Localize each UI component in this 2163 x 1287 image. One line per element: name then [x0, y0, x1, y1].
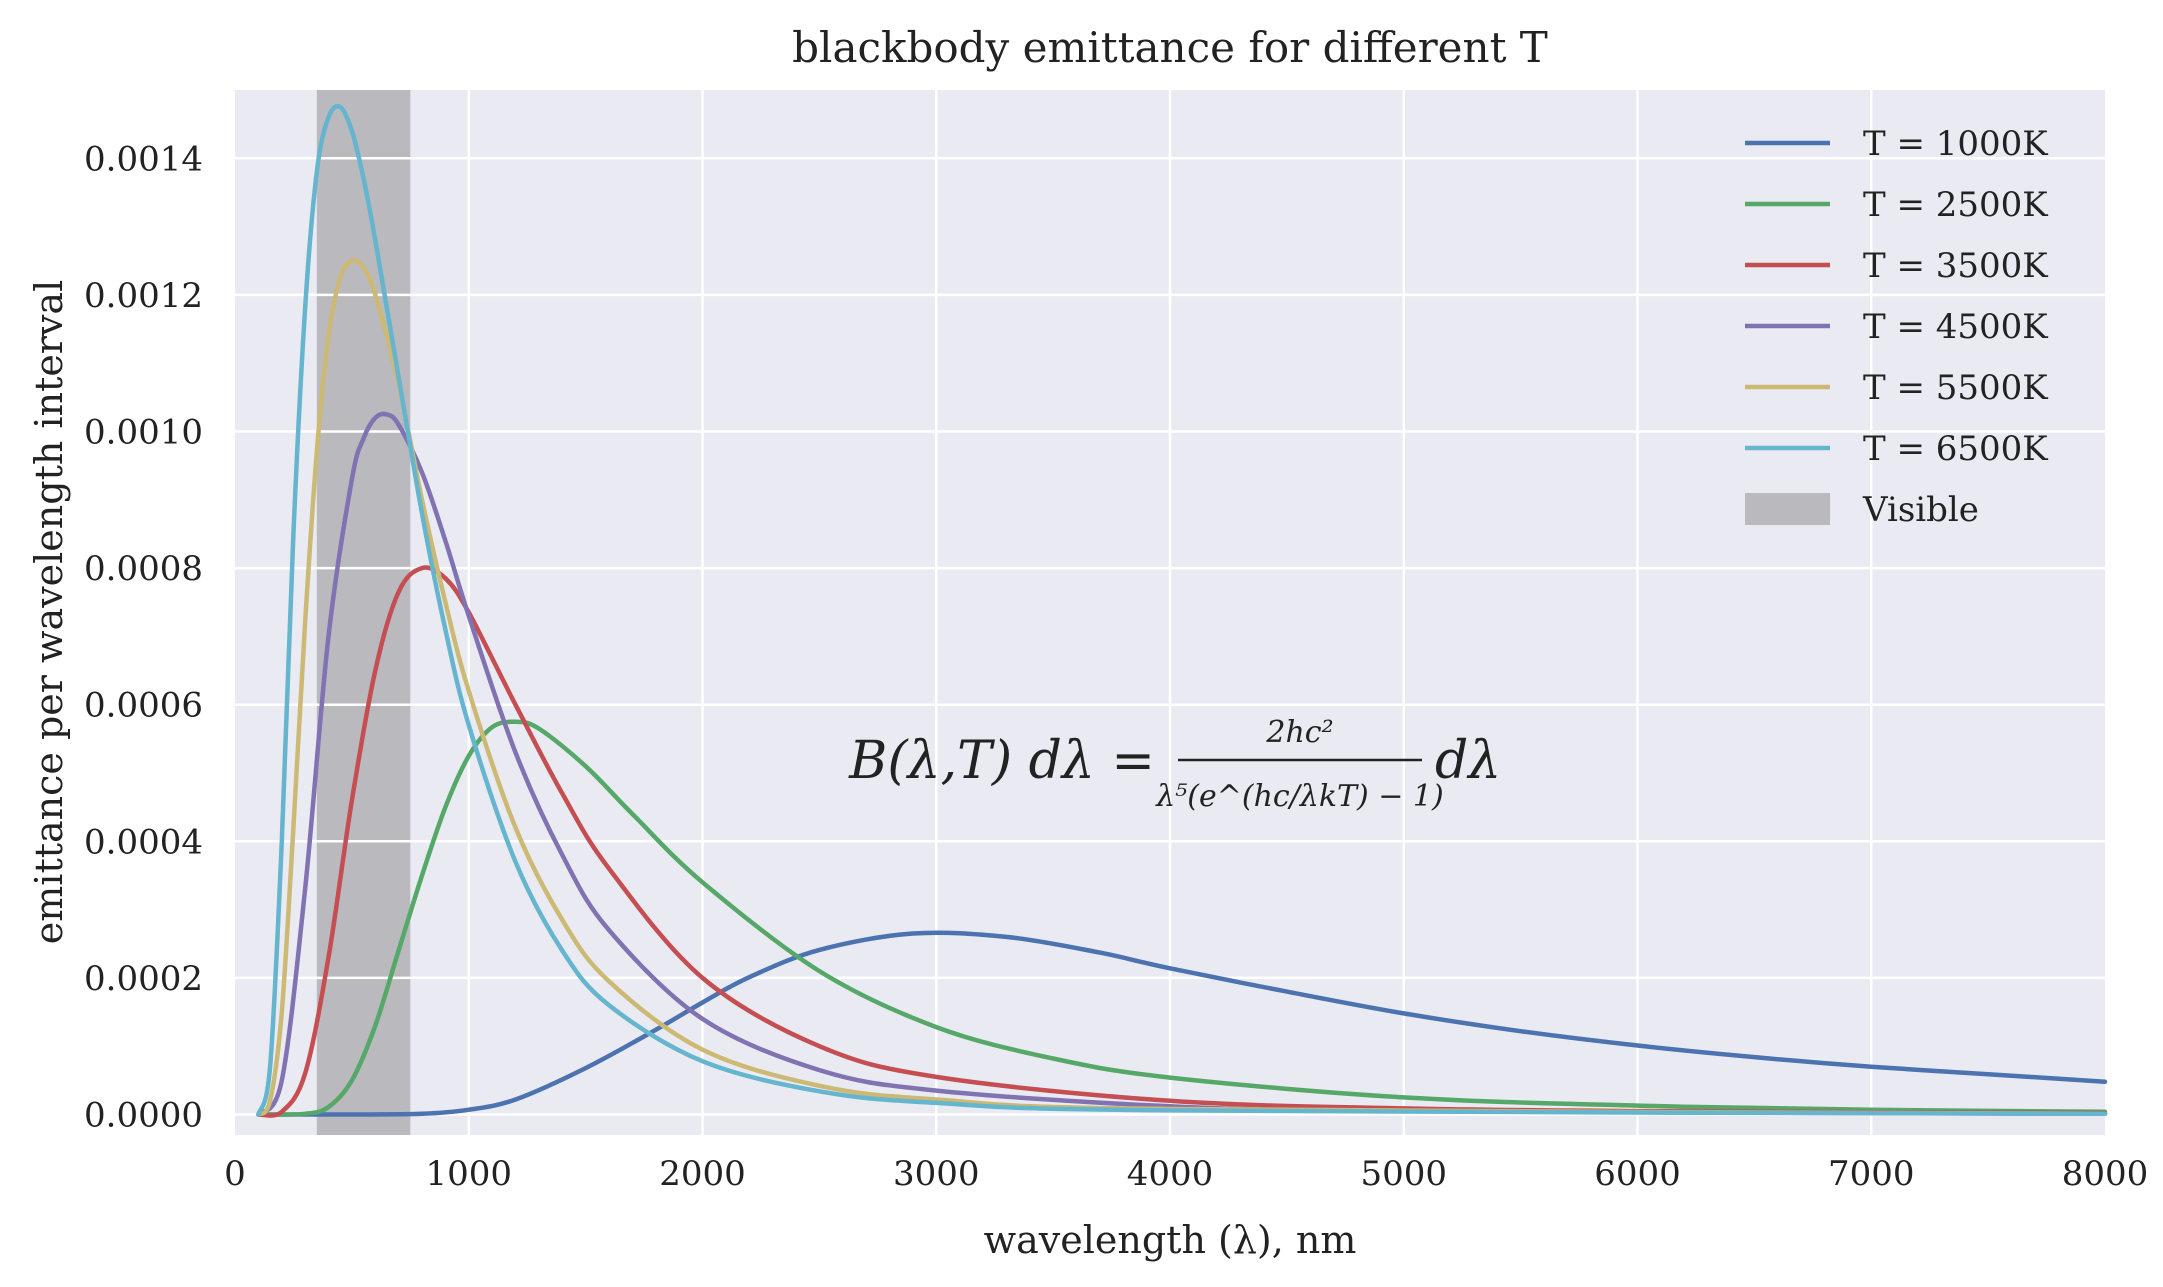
legend-label: T = 5500K [1863, 368, 2048, 408]
y-tick-label: 0.0014 [84, 139, 203, 179]
formula-numerator: 2hc² [1265, 715, 1333, 750]
chart-title: blackbody emittance for different T [792, 23, 1548, 72]
legend-swatch-visible [1745, 493, 1830, 525]
series-line-1 [256, 719, 2108, 1117]
legend-label: T = 3500K [1863, 246, 2048, 286]
x-tick-label: 6000 [1594, 1154, 1681, 1194]
y-axis-label: emittance per wavelength interval [27, 280, 71, 944]
x-tick-label: 1000 [425, 1154, 512, 1194]
y-tick-label: 0.0012 [84, 276, 203, 316]
series-line-5 [256, 103, 2108, 1117]
series-line-0 [256, 930, 2108, 1117]
x-tick-label: 8000 [2062, 1154, 2149, 1194]
y-tick-label: 0.0010 [84, 413, 203, 453]
x-tick-label: 0 [224, 1154, 246, 1194]
x-tick-labels: 0 1000 2000 3000 4000 5000 6000 7000 8000 [224, 1154, 2148, 1194]
y-tick-label: 0.0000 [84, 1096, 203, 1136]
y-tick-label: 0.0008 [84, 549, 203, 589]
y-tick-label: 0.0002 [84, 959, 203, 999]
series-line-4 [256, 258, 2108, 1117]
x-tick-label: 3000 [893, 1154, 980, 1194]
legend-label: T = 2500K [1863, 185, 2048, 225]
legend-label: T = 6500K [1863, 429, 2048, 469]
x-tick-label: 5000 [1360, 1154, 1447, 1194]
series-line-2 [256, 565, 2108, 1118]
legend-label-visible: Visible [1862, 490, 1979, 530]
formula-denominator: λ⁵(e^(hc/λkT) − 1) [1155, 779, 1443, 814]
y-tick-labels: 0.0000 0.0002 0.0004 0.0006 0.0008 0.0010 0.00… [84, 139, 203, 1135]
x-axis-label: wavelength (λ), nm [984, 1218, 1357, 1262]
x-tick-label: 2000 [659, 1154, 746, 1194]
x-tick-label: 7000 [1828, 1154, 1915, 1194]
legend-label: T = 4500K [1863, 307, 2048, 347]
series-lines [256, 103, 2108, 1118]
legend-label: T = 1000K [1863, 124, 2048, 164]
legend: T = 1000K T = 2500K T = 3500K T = 4500K T = … [1745, 124, 2048, 530]
y-tick-label: 0.0004 [84, 822, 203, 862]
formula-rhs: dλ [1435, 731, 1501, 791]
y-tick-label: 0.0006 [84, 686, 203, 726]
formula-annotation: B(λ,T) dλ = 2hc² λ⁵(e^(hc/λkT) − 1) dλ [848, 715, 1501, 814]
formula-lhs: B(λ,T) dλ = [848, 731, 1155, 791]
x-tick-label: 4000 [1127, 1154, 1214, 1194]
series-line-3 [256, 411, 2108, 1117]
